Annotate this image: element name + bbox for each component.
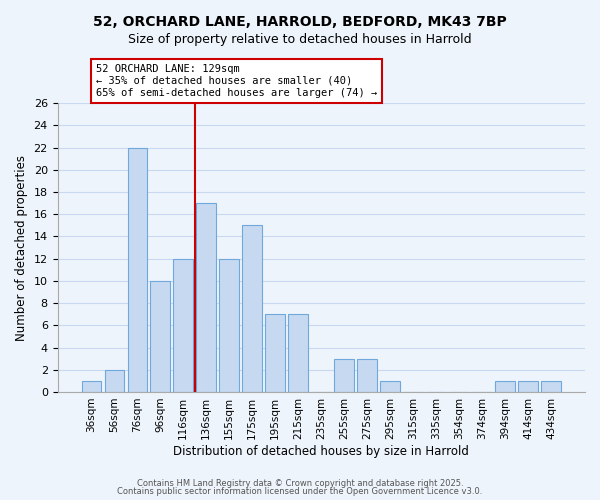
Bar	[358, 358, 377, 392]
Y-axis label: Number of detached properties: Number of detached properties	[15, 154, 28, 340]
Bar	[496, 381, 515, 392]
Bar	[518, 381, 538, 392]
Bar	[541, 381, 561, 392]
Bar	[380, 381, 400, 392]
Bar	[82, 381, 101, 392]
Bar	[173, 258, 193, 392]
Text: Contains public sector information licensed under the Open Government Licence v3: Contains public sector information licen…	[118, 487, 482, 496]
Text: Size of property relative to detached houses in Harrold: Size of property relative to detached ho…	[128, 32, 472, 46]
Text: Contains HM Land Registry data © Crown copyright and database right 2025.: Contains HM Land Registry data © Crown c…	[137, 478, 463, 488]
Bar	[220, 258, 239, 392]
X-axis label: Distribution of detached houses by size in Harrold: Distribution of detached houses by size …	[173, 444, 469, 458]
Text: 52, ORCHARD LANE, HARROLD, BEDFORD, MK43 7BP: 52, ORCHARD LANE, HARROLD, BEDFORD, MK43…	[93, 15, 507, 29]
Text: 52 ORCHARD LANE: 129sqm
← 35% of detached houses are smaller (40)
65% of semi-de: 52 ORCHARD LANE: 129sqm ← 35% of detache…	[96, 64, 377, 98]
Bar	[242, 226, 262, 392]
Bar	[196, 203, 216, 392]
Bar	[265, 314, 285, 392]
Bar	[289, 314, 308, 392]
Bar	[151, 281, 170, 392]
Bar	[104, 370, 124, 392]
Bar	[334, 358, 354, 392]
Bar	[128, 148, 147, 392]
Title: 52, ORCHARD LANE, HARROLD, BEDFORD, MK43 7BP
Size of property relative to detach: 52, ORCHARD LANE, HARROLD, BEDFORD, MK43…	[0, 499, 1, 500]
